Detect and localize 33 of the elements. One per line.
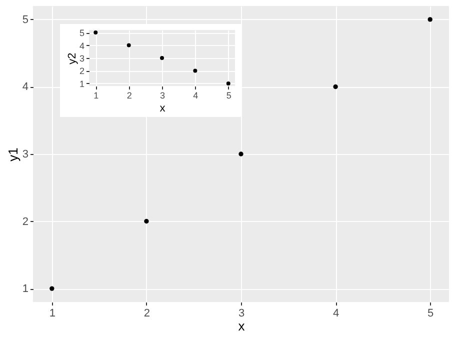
point (428, 17, 432, 22)
y-tick-label: 1 (22, 283, 28, 296)
y-tick-label: 1 (79, 78, 84, 89)
y-axis-title: y2 (66, 52, 78, 64)
x-axis-title: x (160, 102, 166, 114)
point (126, 43, 131, 48)
y-tick-label: 2 (22, 216, 28, 228)
point (333, 84, 338, 90)
x-axis-title: x (238, 318, 246, 334)
y-tick-label: 5 (22, 14, 28, 26)
x-tick-label: 1 (49, 308, 56, 320)
point (238, 152, 244, 156)
x-tick-label: 5 (226, 90, 232, 100)
point (144, 218, 149, 224)
x-tick-label: 2 (144, 308, 150, 320)
point (94, 30, 98, 35)
point (226, 81, 230, 86)
x-tick-label: 4 (193, 90, 198, 100)
y-tick-label: 3 (22, 148, 28, 160)
y-tick-label: 3 (79, 54, 84, 64)
x-tick-label: 2 (126, 90, 132, 100)
x-tick-label: 3 (160, 90, 166, 100)
y-axis-title: y1 (5, 148, 20, 162)
point (193, 68, 198, 73)
x-tick-label: 5 (428, 308, 434, 320)
point (160, 56, 164, 60)
x-tick-label: 3 (238, 308, 245, 320)
y-tick-label: 5 (79, 28, 84, 38)
y-tick-label: 4 (79, 40, 84, 51)
y-tick-label: 2 (79, 66, 84, 76)
x-tick-label: 1 (94, 90, 99, 100)
point (50, 286, 54, 291)
x-tick-label: 4 (332, 308, 340, 320)
